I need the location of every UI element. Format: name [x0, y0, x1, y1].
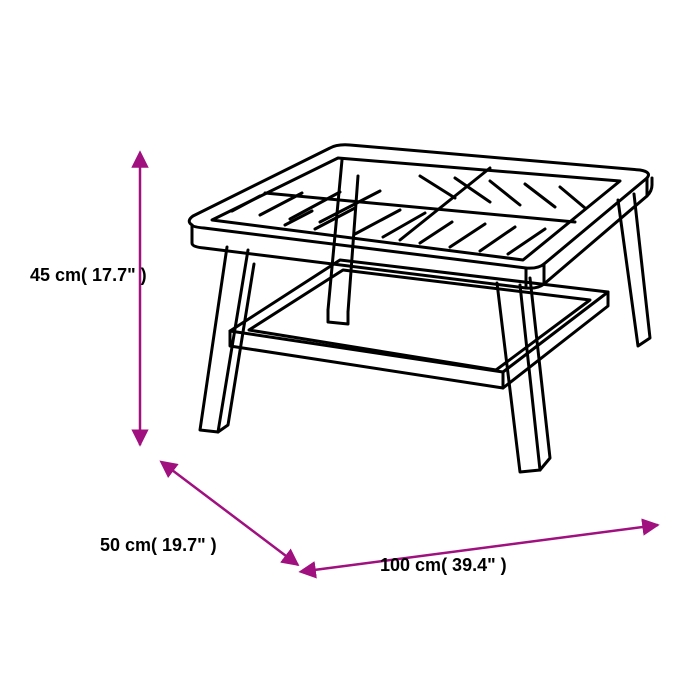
depth-label: 50 cm( 19.7" )	[100, 535, 217, 556]
depth-in: ( 19.7" )	[151, 535, 217, 555]
width-in: ( 39.4" )	[441, 555, 507, 575]
table-diagram	[0, 0, 700, 700]
depth-cm: 50 cm	[100, 535, 151, 555]
width-label: 100 cm( 39.4" )	[380, 555, 507, 576]
height-label: 45 cm( 17.7" )	[30, 265, 147, 286]
height-cm: 45 cm	[30, 265, 81, 285]
height-in: ( 17.7" )	[81, 265, 147, 285]
width-cm: 100 cm	[380, 555, 441, 575]
table-outline	[189, 145, 652, 472]
diagram-container: 45 cm( 17.7" ) 50 cm( 19.7" ) 100 cm( 39…	[0, 0, 700, 700]
